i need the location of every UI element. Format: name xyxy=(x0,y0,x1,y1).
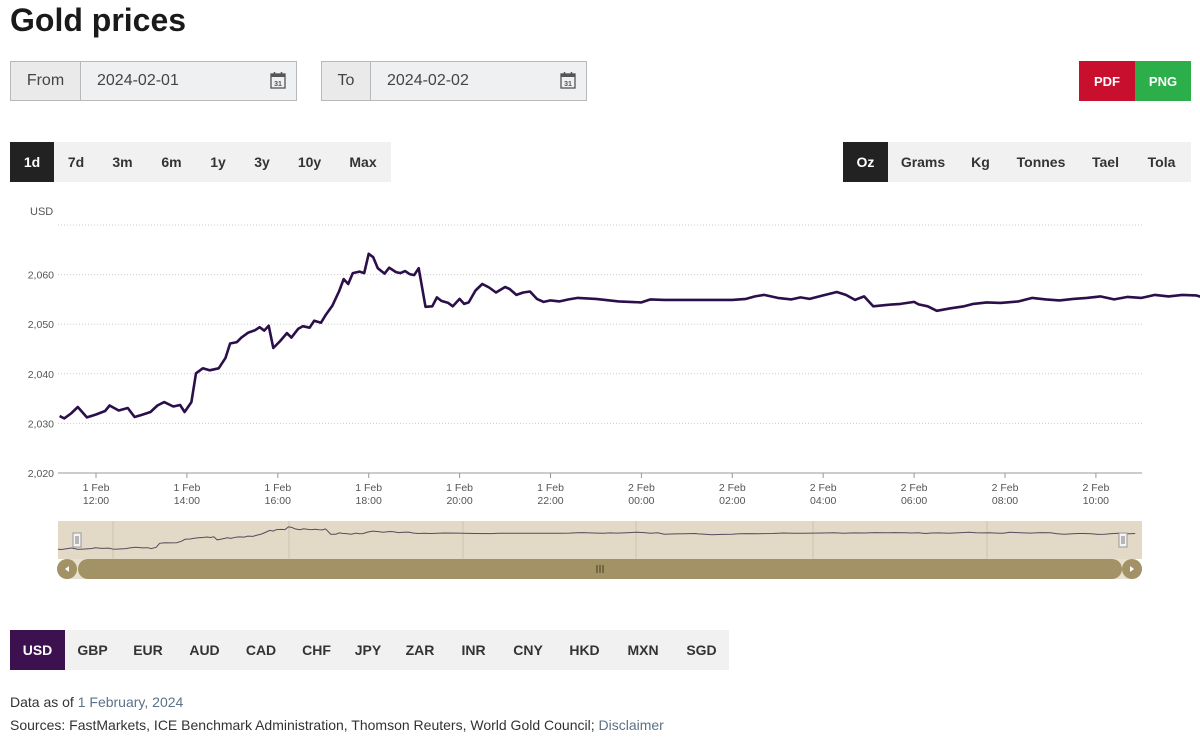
svg-text:31: 31 xyxy=(564,81,572,88)
x-tick-label: 22:00 xyxy=(537,495,563,507)
currency-sgd[interactable]: SGD xyxy=(686,642,717,658)
x-tick-label: 2 Feb xyxy=(810,482,837,494)
range-1y[interactable]: 1y xyxy=(210,154,226,170)
from-label: From xyxy=(11,62,81,100)
x-tick-label: 1 Feb xyxy=(83,482,110,494)
x-tick-label: 1 Feb xyxy=(355,482,382,494)
pdf-export-button[interactable]: PDF xyxy=(1079,61,1135,101)
calendar-icon[interactable]: 31 xyxy=(270,71,286,89)
x-tick-label: 18:00 xyxy=(356,495,382,507)
calendar-icon[interactable]: 31 xyxy=(560,71,576,89)
unit-grams[interactable]: Grams xyxy=(900,154,946,170)
scroll-right-arrow-icon xyxy=(1130,566,1134,572)
unit-tonnes[interactable]: Tonnes xyxy=(1016,154,1066,170)
currency-gbp[interactable]: GBP xyxy=(77,642,108,658)
to-date-group: To 2024-02-02 31 xyxy=(321,61,587,101)
range-3y[interactable]: 3y xyxy=(254,154,270,170)
data-as-of-label: Data as of xyxy=(10,694,74,710)
svg-text:31: 31 xyxy=(274,81,282,88)
range-6m[interactable]: 6m xyxy=(161,154,182,170)
data-as-of: Data as of 1 February, 2024 xyxy=(10,694,183,710)
currency-selector: USD GBP EUR AUD CAD CHF JPY ZAR INR CNY … xyxy=(10,630,729,670)
to-date-value: 2024-02-02 xyxy=(387,72,469,89)
currency-hkd[interactable]: HKD xyxy=(569,642,600,658)
disclaimer-link[interactable]: Disclaimer xyxy=(598,717,664,733)
x-tick-label: 14:00 xyxy=(174,495,200,507)
currency-cny[interactable]: CNY xyxy=(513,642,543,658)
range-10y[interactable]: 10y xyxy=(297,154,322,170)
x-tick-label: 12:00 xyxy=(83,495,109,507)
data-as-of-date: 1 February, 2024 xyxy=(77,694,184,710)
x-tick-label: 2 Feb xyxy=(719,482,746,494)
x-tick-label: 2 Feb xyxy=(992,482,1019,494)
from-date-group: From 2024-02-01 31 xyxy=(10,61,297,101)
y-tick-label: 2,040 xyxy=(28,369,54,381)
x-tick-label: 1 Feb xyxy=(446,482,473,494)
from-date-input[interactable]: 2024-02-01 31 xyxy=(81,62,296,100)
png-export-button[interactable]: PNG xyxy=(1135,61,1191,101)
currency-cad[interactable]: CAD xyxy=(245,642,277,658)
scroll-left-arrow-icon xyxy=(65,566,69,572)
range-7d[interactable]: 7d xyxy=(67,154,85,170)
x-tick-label: 1 Feb xyxy=(173,482,200,494)
y-tick-label: 2,030 xyxy=(28,418,54,430)
x-tick-label: 20:00 xyxy=(446,495,472,507)
navigator-handle-left[interactable] xyxy=(72,532,82,548)
from-date-value: 2024-02-01 xyxy=(97,72,179,89)
x-tick-label: 1 Feb xyxy=(264,482,291,494)
currency-chf[interactable]: CHF xyxy=(302,642,331,658)
x-tick-label: 00:00 xyxy=(628,495,654,507)
price-series-line xyxy=(58,252,1200,420)
unit-oz[interactable]: Oz xyxy=(843,142,888,182)
range-selector: 1d 7d 3m 6m 1y 3y 10y Max xyxy=(10,142,391,182)
sources-line: Sources: FastMarkets, ICE Benchmark Admi… xyxy=(10,717,664,733)
x-tick-label: 1 Feb xyxy=(537,482,564,494)
x-tick-label: 2 Feb xyxy=(901,482,928,494)
x-tick-label: 08:00 xyxy=(992,495,1018,507)
currency-usd[interactable]: USD xyxy=(10,630,65,670)
sources-text: Sources: FastMarkets, ICE Benchmark Admi… xyxy=(10,717,595,733)
unit-kg[interactable]: Kg xyxy=(971,154,990,170)
y-tick-label: 2,050 xyxy=(28,319,54,331)
x-tick-label: 02:00 xyxy=(719,495,745,507)
navigator-background xyxy=(58,521,1142,559)
to-label: To xyxy=(322,62,371,100)
currency-zar[interactable]: ZAR xyxy=(405,642,435,658)
currency-aud[interactable]: AUD xyxy=(189,642,220,658)
x-tick-label: 10:00 xyxy=(1083,495,1109,507)
navigator-handle-right[interactable] xyxy=(1118,532,1128,548)
unit-selector: Oz Grams Kg Tonnes Tael Tola xyxy=(843,142,1191,182)
y-axis-label: USD xyxy=(30,206,53,218)
range-1d[interactable]: 1d xyxy=(10,142,54,182)
page-title: Gold prices xyxy=(10,2,187,38)
navigator-series-line xyxy=(57,526,1136,551)
to-date-input[interactable]: 2024-02-02 31 xyxy=(371,62,586,100)
range-3m[interactable]: 3m xyxy=(112,154,133,170)
currency-mxn[interactable]: MXN xyxy=(627,642,659,658)
currency-jpy[interactable]: JPY xyxy=(354,642,382,658)
currency-eur[interactable]: EUR xyxy=(133,642,163,658)
x-tick-label: 2 Feb xyxy=(1082,482,1109,494)
currency-inr[interactable]: INR xyxy=(461,642,486,658)
x-tick-label: 2 Feb xyxy=(628,482,655,494)
x-tick-label: 06:00 xyxy=(901,495,927,507)
y-tick-label: 2,060 xyxy=(28,270,54,282)
unit-tael[interactable]: Tael xyxy=(1092,154,1119,170)
y-tick-label: 2,020 xyxy=(28,468,54,480)
range-max[interactable]: Max xyxy=(349,154,377,170)
unit-tola[interactable]: Tola xyxy=(1147,154,1176,170)
x-tick-label: 04:00 xyxy=(810,495,836,507)
x-tick-label: 16:00 xyxy=(265,495,291,507)
